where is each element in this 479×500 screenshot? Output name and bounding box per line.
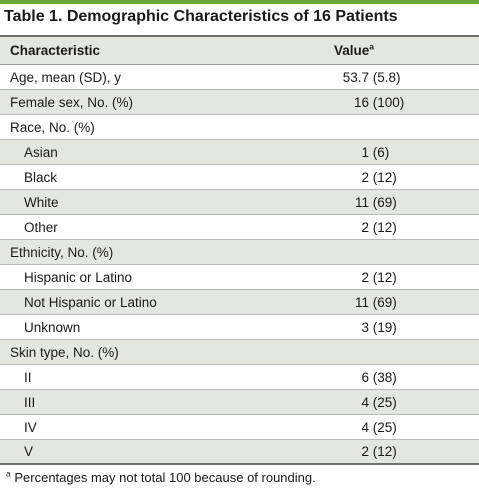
group-label: Ethnicity, No. (%) <box>10 244 114 260</box>
row-value: 4 (25) <box>334 395 479 410</box>
table-row: Asian 1 (6) <box>0 140 479 165</box>
header-value-label: Value <box>334 43 370 58</box>
table-row: Other 2 (12) <box>0 215 479 240</box>
table-row: III 4 (25) <box>0 390 479 415</box>
value-number: 11 <box>354 294 369 310</box>
table-row: IV 4 (25) <box>0 415 479 440</box>
row-label: IV <box>24 419 37 435</box>
value-paren: (100) <box>372 94 405 110</box>
row-value: 3 (19) <box>334 320 479 335</box>
row-label: Not Hispanic or Latino <box>24 294 157 310</box>
value-number: 11 <box>354 194 369 210</box>
top-accent-rule <box>0 0 479 4</box>
value-number: 4 <box>361 394 369 410</box>
header-value-footnote-mark: a <box>369 41 375 52</box>
table-row: Female sex, No. (%) 16 (100) <box>0 90 479 115</box>
table-row: Unknown 3 (19) <box>0 315 479 340</box>
row-label: Age, mean (SD), y <box>10 69 122 85</box>
group-label: Skin type, No. (%) <box>10 344 119 360</box>
table-row: Black 2 (12) <box>0 165 479 190</box>
row-value: 16 (100) <box>334 95 479 110</box>
row-label: Female sex, No. (%) <box>10 94 134 110</box>
row-label: II <box>24 369 32 385</box>
row-value: 6 (38) <box>334 370 479 385</box>
row-value: 1 (6) <box>334 145 479 160</box>
value-paren: (12) <box>372 269 397 285</box>
footnote-text: Percentages may not total 100 because of… <box>14 470 316 485</box>
value-paren: (6) <box>372 144 390 160</box>
table-row-group-header: Skin type, No. (%) <box>0 340 479 365</box>
row-label: White <box>24 194 59 210</box>
value-paren: (25) <box>372 419 397 435</box>
table-row: Hispanic or Latino 2 (12) <box>0 265 479 290</box>
row-label: Unknown <box>24 319 81 335</box>
table-row: Not Hispanic or Latino 11 (69) <box>0 290 479 315</box>
row-value: 11 (69) <box>334 195 479 210</box>
value-paren: (12) <box>372 444 397 459</box>
value-paren: (12) <box>372 219 397 235</box>
value-paren: (69) <box>372 194 397 210</box>
value-number: 3 <box>361 319 369 335</box>
row-value: 2 (12) <box>334 220 479 235</box>
table-header-row: Characteristic Valuea <box>0 35 479 65</box>
value-number: 2 <box>361 219 369 235</box>
row-label: Other <box>24 219 58 235</box>
demographics-table: Characteristic Valuea Age, mean (SD), y … <box>0 35 479 465</box>
row-label: V <box>24 444 34 459</box>
row-label: Black <box>24 169 58 185</box>
value-number: 16 <box>353 94 369 110</box>
value-number: 2 <box>361 269 369 285</box>
value-number: 2 <box>361 169 369 185</box>
table-row: II 6 (38) <box>0 365 479 390</box>
row-value: 2 (12) <box>334 444 479 459</box>
table-footnote: a Percentages may not total 100 because … <box>6 468 316 485</box>
footnote-mark: a <box>6 468 11 479</box>
value-number: 2 <box>361 444 369 459</box>
row-value: 2 (12) <box>334 270 479 285</box>
value-number: 4 <box>361 419 369 435</box>
table-row: White 11 (69) <box>0 190 479 215</box>
row-label: III <box>24 394 36 410</box>
row-value: 4 (25) <box>334 420 479 435</box>
value-paren: (19) <box>372 319 397 335</box>
value-paren: (12) <box>372 169 397 185</box>
value-paren: (5.8) <box>372 69 401 85</box>
row-label: Asian <box>24 144 58 160</box>
row-label: Hispanic or Latino <box>24 269 133 285</box>
value-paren: (38) <box>372 369 397 385</box>
group-label: Race, No. (%) <box>10 119 95 135</box>
value-number: 6 <box>361 369 369 385</box>
row-value: 2 (12) <box>334 170 479 185</box>
table-row: V 2 (12) <box>0 440 479 465</box>
table-row-group-header: Ethnicity, No. (%) <box>0 240 479 265</box>
value-paren: (25) <box>372 394 397 410</box>
value-number: 1 <box>361 144 369 160</box>
table-title: Table 1. Demographic Characteristics of … <box>4 8 398 25</box>
row-value: 11 (69) <box>334 295 479 310</box>
table-row: Age, mean (SD), y 53.7 (5.8) <box>0 65 479 90</box>
header-characteristic: Characteristic <box>10 43 101 58</box>
value-number: 53.7 <box>342 69 369 85</box>
value-paren: (69) <box>372 294 397 310</box>
header-value: Valuea <box>334 41 479 58</box>
table-row-group-header: Race, No. (%) <box>0 115 479 140</box>
row-value: 53.7 (5.8) <box>334 70 479 85</box>
